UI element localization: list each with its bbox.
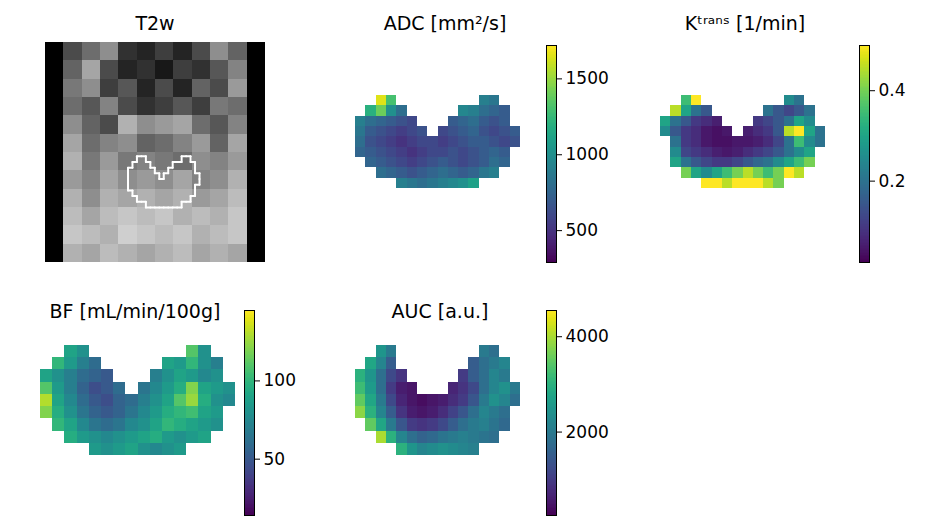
svg-text:50: 50 — [264, 449, 286, 469]
svg-text:0.2: 0.2 — [879, 171, 906, 191]
svg-text:1500: 1500 — [566, 68, 609, 88]
html-text:Kᵗʳᵃⁿˢ [1/min]: Kᵗʳᵃⁿˢ [1/min] — [684, 12, 806, 34]
html-text:BF [mL/min/100g]: BF [mL/min/100g] — [49, 300, 221, 322]
svg-text:4000: 4000 — [566, 326, 609, 346]
html-text:AUC [a.u.]: AUC [a.u.] — [391, 300, 489, 322]
html-text:ADC [mm²/s]: ADC [mm²/s] — [383, 12, 507, 34]
svg-text:2000: 2000 — [566, 422, 609, 442]
html-text:T2w: T2w — [135, 12, 175, 34]
svg-text:0.4: 0.4 — [879, 80, 906, 100]
svg-text:100: 100 — [264, 370, 296, 390]
svg-text:1000: 1000 — [566, 144, 609, 164]
svg-text:500: 500 — [566, 220, 598, 240]
